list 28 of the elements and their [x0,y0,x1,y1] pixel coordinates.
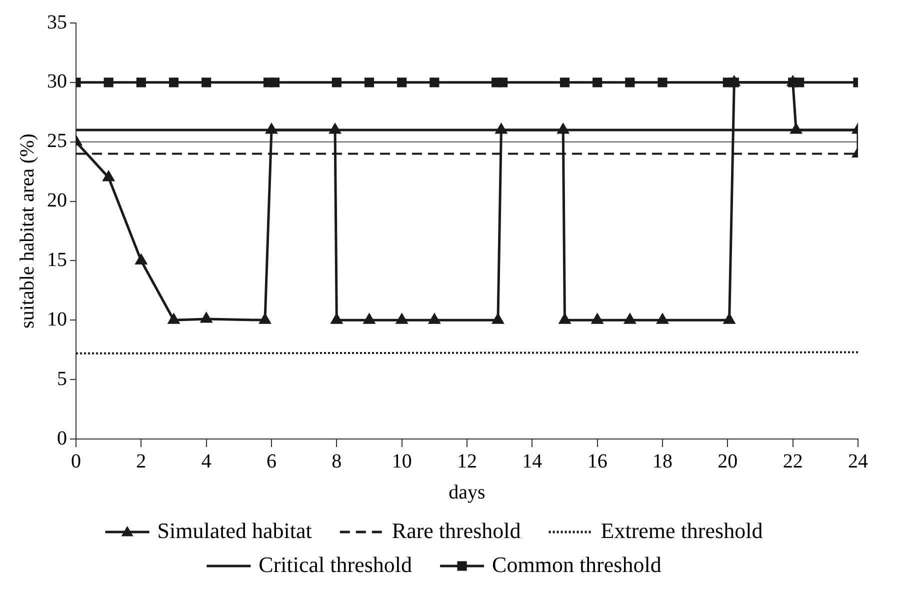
x-tick-label: 24 [848,450,868,472]
legend-label: Common threshold [492,552,662,577]
x-tick-label: 20 [718,450,738,472]
y-tick-label: 5 [57,368,67,390]
y-tick-label: 0 [57,427,67,450]
x-tick-label: 16 [587,450,608,472]
x-axis-title: days [448,481,486,504]
x-tick-label: 8 [332,450,342,472]
legend-label: Simulated habitat [157,518,312,543]
x-tick-label: 6 [266,450,276,472]
y-tick-label: 20 [47,190,67,212]
x-tick-label: 0 [71,450,81,472]
legend-label: Rare threshold [392,518,521,543]
y-tick-label: 15 [47,248,67,271]
y-axis-title: suitable habitat area (%) [16,134,38,328]
x-tick-label: 18 [652,450,672,472]
x-tick-label: 22 [782,450,803,472]
y-tick-label: 30 [47,70,67,93]
x-tick-label: 10 [392,450,412,472]
legend-label: Critical threshold [258,552,412,577]
legend-label: Extreme threshold [600,518,763,543]
x-tick-label: 14 [522,450,542,472]
y-tick-label: 10 [47,308,67,330]
x-tick-label: 4 [201,450,212,472]
x-tick-label: 2 [136,450,146,472]
y-tick-label: 25 [47,130,67,152]
y-tick-label: 35 [47,11,67,34]
x-tick-label: 12 [457,450,477,472]
